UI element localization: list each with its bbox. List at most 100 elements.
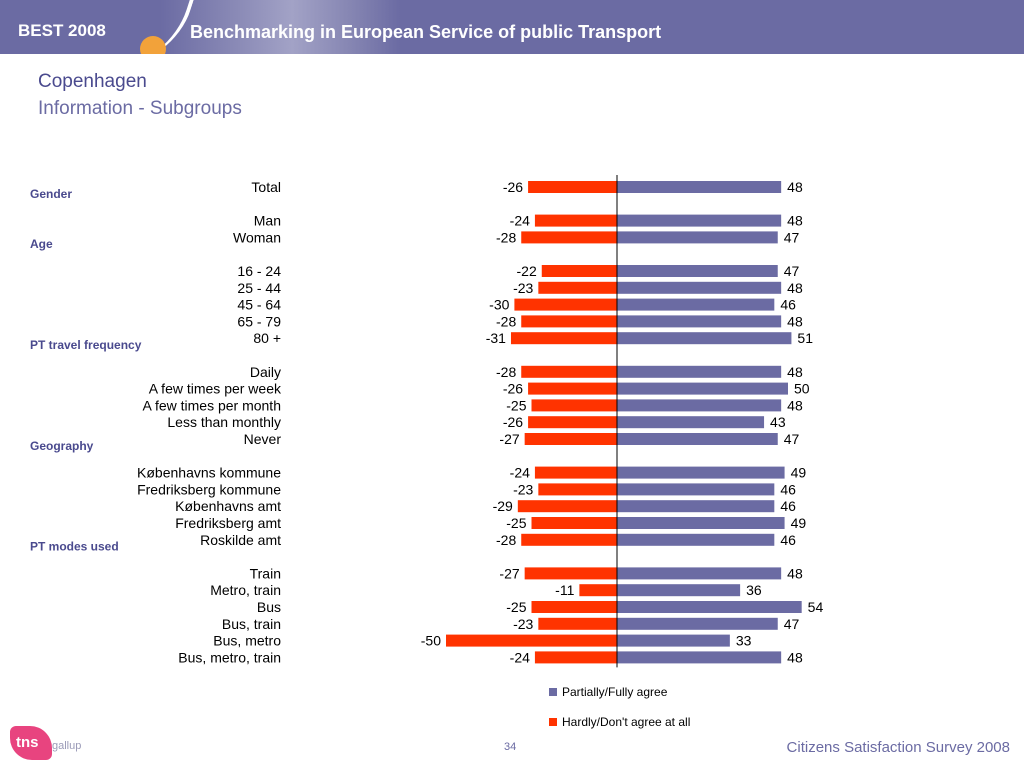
- header-banner: BEST 2008 Benchmarking in European Servi…: [0, 0, 1024, 54]
- data-label-agree: 47: [784, 229, 800, 245]
- row-label: Never: [244, 431, 282, 447]
- row-label: Københavns kommune: [137, 465, 281, 481]
- data-label-disagree: -11: [555, 582, 574, 598]
- row-label: 45 - 64: [237, 297, 281, 313]
- group-header: Geography: [30, 439, 94, 453]
- bar-disagree: [541, 265, 617, 277]
- bar-agree: [617, 651, 782, 664]
- bar-disagree: [531, 601, 617, 613]
- data-label-agree: 48: [787, 313, 803, 329]
- orange-dot-icon: [140, 36, 166, 54]
- logo-tns-text: tns: [16, 734, 39, 751]
- data-label-agree: 46: [780, 297, 796, 313]
- row-label: 25 - 44: [237, 280, 281, 296]
- bar-disagree: [538, 281, 617, 294]
- data-label-disagree: -23: [513, 481, 533, 497]
- data-label-disagree: -26: [503, 414, 523, 430]
- data-label-agree: 47: [784, 263, 800, 279]
- data-label-agree: 43: [770, 414, 786, 430]
- data-label-agree: 51: [797, 330, 813, 346]
- logo-gallup-text: gallup: [52, 740, 82, 752]
- data-label-agree: 48: [787, 364, 803, 380]
- data-label-agree: 36: [746, 582, 762, 598]
- bar-agree: [617, 332, 792, 345]
- data-label-agree: 50: [794, 381, 810, 397]
- bar-agree: [617, 500, 775, 513]
- bar-disagree: [531, 399, 617, 412]
- data-label-disagree: -25: [506, 397, 526, 413]
- group-header: PT travel frequency: [30, 338, 142, 352]
- bar-disagree: [510, 332, 617, 345]
- data-label-agree: 49: [791, 515, 807, 531]
- survey-name: Citizens Satisfaction Survey 2008: [786, 739, 1010, 756]
- legend-label-agree: Partially/Fully agree: [562, 685, 668, 699]
- diverging-bar-chart: Total -26 48 Gender Man -24 48 Woman -28 47 Age 16 …: [30, 175, 824, 668]
- data-label-agree: 48: [787, 565, 803, 581]
- bar-disagree: [517, 500, 617, 513]
- data-label-agree: 47: [784, 616, 800, 632]
- bar-agree: [617, 382, 788, 395]
- data-label-agree: 49: [791, 465, 807, 481]
- bar-disagree: [521, 231, 617, 244]
- data-label-disagree: -25: [506, 515, 526, 531]
- data-label-disagree: -27: [499, 431, 519, 447]
- bar-agree: [617, 399, 782, 412]
- legend-item-disagree: Hardly/Don't agree at all: [549, 715, 690, 729]
- bar-disagree: [514, 298, 617, 311]
- row-label: 16 - 24: [237, 263, 281, 279]
- data-label-disagree: -25: [506, 599, 526, 615]
- row-label: 65 - 79: [237, 313, 281, 329]
- tns-gallup-logo: tns gallup: [6, 722, 96, 766]
- data-label-agree: 48: [787, 213, 803, 229]
- data-label-agree: 48: [787, 649, 803, 665]
- bar-disagree: [524, 433, 617, 445]
- bar-disagree: [521, 533, 617, 546]
- row-label: Less than monthly: [167, 414, 281, 430]
- bar-disagree: [446, 634, 617, 647]
- data-label-agree: 47: [784, 431, 800, 447]
- row-label: A few times per month: [142, 397, 281, 413]
- data-label-agree: 46: [780, 498, 796, 514]
- data-label-disagree: -26: [503, 381, 523, 397]
- data-label-disagree: -24: [510, 465, 530, 481]
- bar-agree: [617, 365, 782, 378]
- bar-agree: [617, 214, 782, 227]
- legend-swatch-disagree: [549, 718, 557, 726]
- row-label: Fredriksberg amt: [175, 515, 281, 531]
- row-label: Bus, metro, train: [178, 649, 281, 665]
- data-label-disagree: -27: [499, 565, 519, 581]
- bar-agree: [617, 466, 785, 479]
- data-label-agree: 46: [780, 481, 796, 497]
- row-label: Bus, metro: [213, 633, 281, 649]
- bar-agree: [617, 617, 778, 630]
- bar-agree: [617, 433, 778, 445]
- data-label-disagree: -29: [493, 498, 513, 514]
- data-label-disagree: -28: [496, 229, 516, 245]
- data-label-disagree: -23: [513, 616, 533, 632]
- bar-disagree: [534, 466, 617, 479]
- row-label: Bus: [257, 599, 281, 615]
- page-number: 34: [504, 741, 517, 753]
- logo-shape: [10, 726, 52, 760]
- bar-disagree: [538, 483, 617, 496]
- row-label: Bus, train: [222, 616, 281, 632]
- data-label-disagree: -24: [510, 213, 530, 229]
- data-label-disagree: -23: [513, 280, 533, 296]
- group-header: PT modes used: [30, 540, 119, 554]
- row-label: Train: [250, 565, 281, 581]
- data-label-agree: 54: [808, 599, 824, 615]
- data-label-disagree: -50: [421, 633, 441, 649]
- data-label-agree: 48: [787, 179, 803, 195]
- row-label: Total: [251, 179, 281, 195]
- bar-disagree: [521, 315, 617, 328]
- bar-agree: [617, 567, 782, 580]
- bar-disagree: [534, 214, 617, 227]
- bar-agree: [617, 281, 782, 294]
- bar-agree: [617, 181, 782, 193]
- bar-disagree: [528, 382, 617, 395]
- data-label-disagree: -22: [517, 263, 537, 279]
- bar-disagree: [528, 416, 617, 429]
- row-label: Daily: [250, 364, 281, 380]
- row-label: Metro, train: [210, 582, 281, 598]
- bar-disagree: [531, 517, 617, 529]
